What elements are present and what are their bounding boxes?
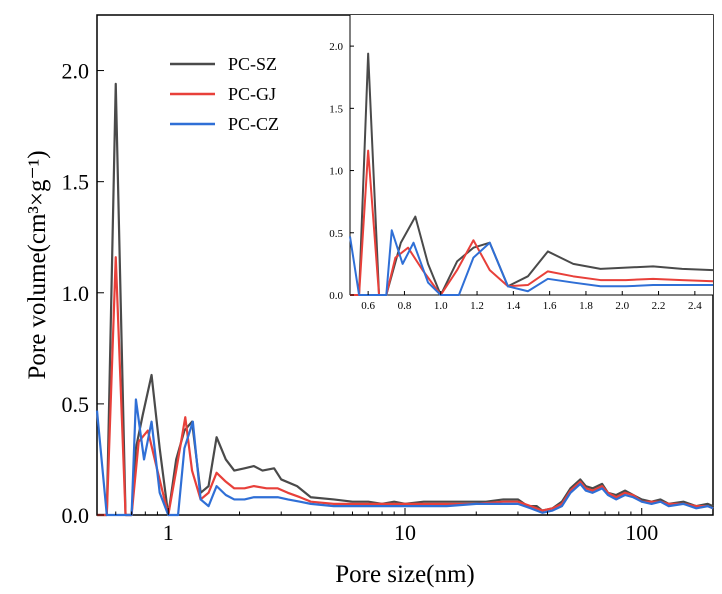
inset-x-tick-label: 1.6 xyxy=(543,300,557,312)
main-series-line-pc-gj xyxy=(97,256,714,517)
main-y-tick-label: 0.5 xyxy=(62,392,90,417)
inset-y-tick-label: 1.0 xyxy=(329,166,343,178)
main-x-tick-label: 10 xyxy=(394,520,416,545)
inset-x-tick-label: 0.8 xyxy=(398,300,412,312)
legend: PC-SZ PC-GJ PC-CZ xyxy=(170,54,279,134)
inset-x-tick-label: 2.0 xyxy=(615,300,629,312)
inset-axis-ticks: 0.6 0.8 1.0 1.2 1.4 1.6 1.8 2.0 2.2 2.4 0.0 0.5 1.0 1… xyxy=(329,41,702,312)
main-x-tick-label: 100 xyxy=(625,520,658,545)
inset-x-tick-label: 1.8 xyxy=(579,300,593,312)
main-y-tick-label: 1.5 xyxy=(62,170,90,195)
inset-plot: 0.6 0.8 1.0 1.2 1.4 1.6 1.8 2.0 2.2 2.4 0.0 0.5 1.0 1… xyxy=(329,15,714,312)
legend-label-pc-cz: PC-CZ xyxy=(228,114,279,134)
main-y-tick-label: 1.0 xyxy=(62,281,90,306)
main-series-line-pc-sz xyxy=(97,82,714,517)
inset-y-tick-label: 0.5 xyxy=(329,228,343,240)
inset-y-tick-label: 1.5 xyxy=(329,103,343,115)
x-axis-title: Pore size(nm) xyxy=(335,561,475,588)
inset-x-tick-label: 2.2 xyxy=(652,300,666,312)
inset-y-tick-label: 2.0 xyxy=(329,41,343,53)
main-y-tick-label: 2.0 xyxy=(62,59,90,84)
y-axis-title: Pore volume(cm³×g⁻¹) xyxy=(24,150,51,379)
inset-x-tick-label: 1.4 xyxy=(506,300,520,312)
legend-label-pc-sz: PC-SZ xyxy=(228,54,277,74)
legend-label-pc-gj: PC-GJ xyxy=(228,84,276,104)
inset-y-tick-label: 0.0 xyxy=(329,290,343,302)
inset-series-line-pc-cz xyxy=(349,229,713,296)
main-x-tick-label: 1 xyxy=(163,520,174,545)
main-y-tick-label: 0.0 xyxy=(62,503,90,528)
inset-x-tick-label: 1.2 xyxy=(470,300,484,312)
inset-x-tick-label: 2.4 xyxy=(688,300,702,312)
main-axis-ticks: 1 10 100 0.0 0.5 1.0 1.5 2.0 xyxy=(62,59,714,545)
main-plot: 1 10 100 0.0 0.5 1.0 1.5 2.0 Pore size(nm) Pore… xyxy=(24,14,714,588)
inset-x-tick-label: 0.6 xyxy=(361,300,375,312)
inset-series-group xyxy=(349,52,714,296)
inset-background xyxy=(350,15,713,295)
inset-x-tick-label: 1.0 xyxy=(434,300,448,312)
